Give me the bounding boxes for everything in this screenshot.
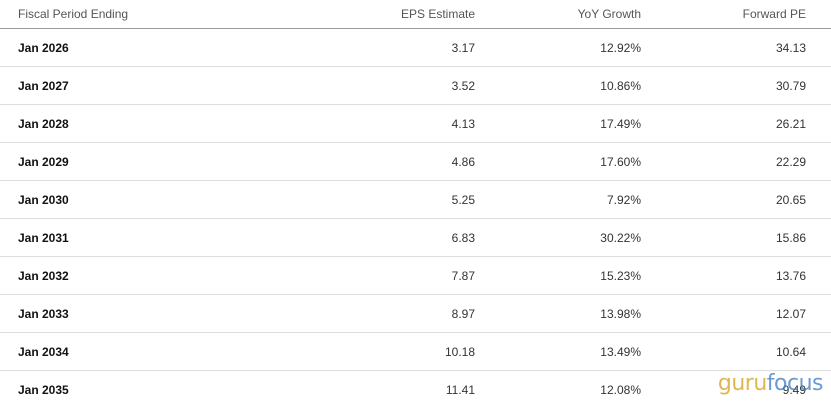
forward-pe-cell: 13.76 [775, 268, 806, 283]
yoy-growth-cell: 15.23% [600, 268, 641, 283]
yoy-growth-cell: 30.22% [600, 230, 641, 245]
eps-estimate-cell: 3.52 [451, 78, 475, 93]
eps-estimate-cell: 10.18 [444, 344, 475, 359]
table-header: Fiscal Period Ending EPS Estimate YoY Gr… [0, 0, 831, 29]
fiscal-period-cell: Jan 2028 [18, 116, 69, 131]
forward-pe-cell: 20.65 [775, 192, 806, 207]
forward-pe-cell: 30.79 [775, 78, 806, 93]
header-forward-pe[interactable]: Forward PE [742, 7, 806, 21]
header-eps-estimate[interactable]: EPS Estimate [400, 7, 475, 21]
eps-estimate-cell: 3.17 [451, 40, 475, 55]
gurufocus-watermark-logo: gurufocus [717, 371, 824, 396]
forward-pe-cell: 12.07 [775, 306, 806, 321]
yoy-growth-cell: 13.49% [600, 344, 641, 359]
header-yoy-growth[interactable]: YoY Growth [577, 7, 641, 21]
table-row: Jan 2031 6.83 30.22% 15.86 [0, 219, 831, 257]
watermark-part-guru: guru [717, 371, 767, 396]
forward-pe-cell: 34.13 [775, 40, 806, 55]
eps-estimate-cell: 4.86 [451, 154, 475, 169]
table-row: Jan 2026 3.17 12.92% 34.13 [0, 29, 831, 67]
watermark-part-focus: focus [766, 371, 824, 396]
fiscal-period-cell: Jan 2033 [18, 306, 69, 321]
eps-estimate-cell: 5.25 [451, 192, 475, 207]
eps-estimate-cell: 11.41 [445, 383, 475, 397]
fiscal-period-cell: Jan 2032 [18, 268, 69, 283]
table-row: Jan 2034 10.18 13.49% 10.64 [0, 333, 831, 371]
yoy-growth-cell: 10.86% [600, 78, 641, 93]
table-row: Jan 2027 3.52 10.86% 30.79 [0, 67, 831, 105]
eps-estimate-cell: 7.87 [451, 268, 475, 283]
table-row: Jan 2035 11.41 12.08% 9.49 [0, 371, 831, 409]
forward-pe-cell: 22.29 [775, 154, 806, 169]
forward-pe-cell: 15.86 [775, 230, 806, 245]
yoy-growth-cell: 13.98% [600, 306, 641, 321]
table-row: Jan 2030 5.25 7.92% 20.65 [0, 181, 831, 219]
fiscal-period-cell: Jan 2026 [18, 40, 69, 55]
yoy-growth-cell: 12.92% [600, 40, 641, 55]
yoy-growth-cell: 17.49% [600, 116, 641, 131]
table-row: Jan 2029 4.86 17.60% 22.29 [0, 143, 831, 181]
yoy-growth-cell: 17.60% [600, 154, 641, 169]
table-row: Jan 2033 8.97 13.98% 12.07 [0, 295, 831, 333]
yoy-growth-cell: 12.08% [600, 383, 641, 397]
forward-pe-cell: 26.21 [775, 116, 806, 131]
eps-estimate-cell: 4.13 [451, 116, 475, 131]
eps-estimate-cell: 6.83 [451, 230, 475, 245]
table-row: Jan 2032 7.87 15.23% 13.76 [0, 257, 831, 295]
table-row: Jan 2028 4.13 17.49% 26.21 [0, 105, 831, 143]
forward-pe-cell: 9.49 [782, 383, 806, 397]
fiscal-period-cell: Jan 2034 [18, 344, 69, 359]
fiscal-period-cell: Jan 2029 [18, 154, 69, 169]
yoy-growth-cell: 7.92% [606, 192, 641, 207]
header-fiscal-period[interactable]: Fiscal Period Ending [18, 7, 129, 21]
fiscal-period-cell: Jan 2031 [18, 230, 69, 245]
eps-estimate-cell: 8.97 [451, 306, 475, 321]
fiscal-period-cell: Jan 2035 [18, 383, 69, 397]
forward-pe-cell: 10.64 [775, 344, 806, 359]
fiscal-period-cell: Jan 2027 [18, 78, 69, 93]
fiscal-period-cell: Jan 2030 [18, 192, 69, 207]
